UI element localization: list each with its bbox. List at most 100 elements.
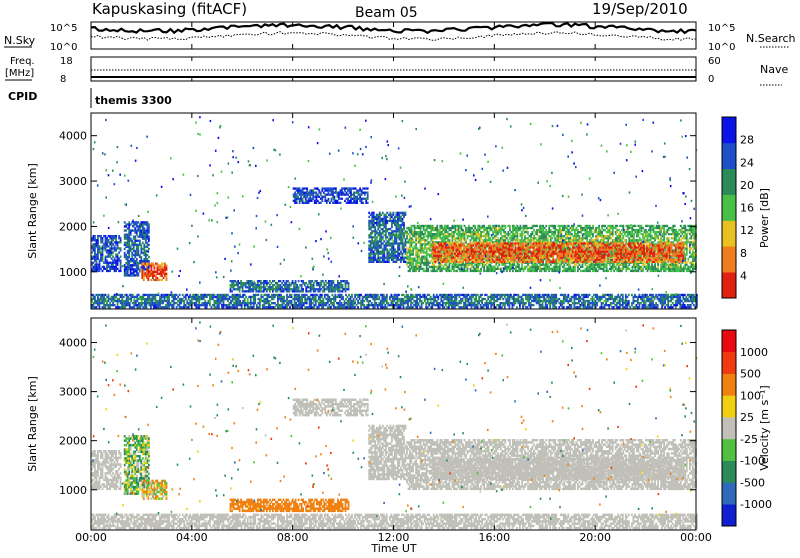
power-cell — [536, 264, 538, 266]
power-cell — [399, 244, 401, 246]
power-cell — [477, 266, 479, 268]
power-cell — [412, 251, 414, 253]
power-cell — [521, 264, 523, 266]
power-cell — [271, 282, 273, 284]
power-cell — [136, 258, 138, 260]
power-cell — [306, 189, 308, 191]
power-cell — [383, 253, 385, 255]
power-cell — [393, 246, 395, 248]
power-cell — [386, 253, 388, 255]
power-cell — [568, 264, 570, 266]
power-cell — [694, 258, 696, 260]
power-cell — [668, 237, 670, 239]
power-cell — [338, 194, 340, 196]
power-cell — [439, 229, 441, 231]
power-cell — [612, 268, 614, 270]
power-cell — [521, 266, 523, 268]
power-cell — [627, 235, 629, 237]
power-cell — [663, 235, 665, 237]
power-cell — [411, 229, 413, 231]
power-cell — [434, 246, 436, 248]
power-cell — [657, 266, 659, 268]
power-cell — [628, 237, 630, 239]
power-cell — [677, 231, 679, 233]
power-cell — [100, 235, 102, 237]
power-cell — [628, 225, 630, 227]
power-cell — [115, 239, 117, 241]
power-cell — [509, 225, 511, 227]
power-cell — [411, 268, 413, 270]
power-cell — [532, 264, 534, 266]
power-cell — [148, 269, 150, 271]
power-cell — [689, 247, 691, 249]
power-cell — [663, 227, 665, 229]
power-cell — [606, 227, 608, 229]
power-cell — [406, 253, 408, 255]
power-cell — [263, 290, 265, 292]
power-cell — [424, 231, 426, 233]
power-cell — [426, 249, 428, 251]
power-cell — [390, 212, 392, 214]
power-cell — [321, 200, 323, 202]
power-cell — [559, 268, 561, 270]
power-cell — [580, 229, 582, 231]
power-cell — [108, 239, 110, 241]
power-cell — [163, 277, 165, 279]
power-cell — [550, 264, 552, 266]
power-cell — [141, 265, 143, 267]
power-cell — [545, 235, 547, 237]
power-cell — [331, 284, 333, 286]
power-cell — [133, 248, 135, 250]
power-cell — [399, 216, 401, 218]
power-cell — [565, 239, 567, 241]
power-cell — [94, 247, 96, 249]
power-cell — [166, 265, 168, 267]
power-cell — [459, 225, 461, 227]
power-cell — [347, 194, 349, 196]
power-cell — [527, 233, 529, 235]
power-cell — [686, 245, 688, 247]
power-cell — [687, 260, 689, 262]
power-cell — [136, 260, 138, 262]
power-cell — [435, 266, 437, 268]
power-cell — [459, 235, 461, 237]
power-cell — [612, 225, 614, 227]
power-cell — [459, 268, 461, 270]
power-cell — [632, 231, 634, 233]
power-cell — [563, 229, 565, 231]
power-cell — [638, 233, 640, 235]
power-cell — [120, 268, 122, 270]
power-cell — [117, 253, 119, 255]
power-cell — [399, 248, 401, 250]
power-cell — [615, 266, 617, 268]
power-cell — [547, 233, 549, 235]
power-cell — [600, 266, 602, 268]
power-cell — [612, 233, 614, 235]
power-cell — [641, 227, 643, 229]
power-cell — [544, 237, 546, 239]
power-cell — [568, 229, 570, 231]
power-cell — [434, 255, 436, 257]
power-cell — [616, 237, 618, 239]
power-cell — [108, 245, 110, 247]
power-cell — [437, 248, 439, 250]
power-cell — [367, 202, 369, 204]
power-cell — [302, 200, 304, 202]
power-cell — [368, 216, 370, 218]
power-cell — [689, 233, 691, 235]
power-cell — [300, 196, 302, 198]
power-cell — [350, 196, 352, 198]
power-cell — [127, 272, 129, 274]
power-cell — [447, 270, 449, 272]
power-cell — [402, 253, 404, 255]
power-cell — [434, 251, 436, 253]
power-cell — [686, 235, 688, 237]
power-cell — [105, 247, 107, 249]
power-cell — [613, 264, 615, 266]
power-cell — [97, 268, 99, 270]
power-cell — [302, 288, 304, 290]
power-cell — [402, 238, 404, 240]
power-cell — [124, 252, 126, 254]
power-cell — [128, 252, 130, 254]
power-cell — [242, 284, 244, 286]
